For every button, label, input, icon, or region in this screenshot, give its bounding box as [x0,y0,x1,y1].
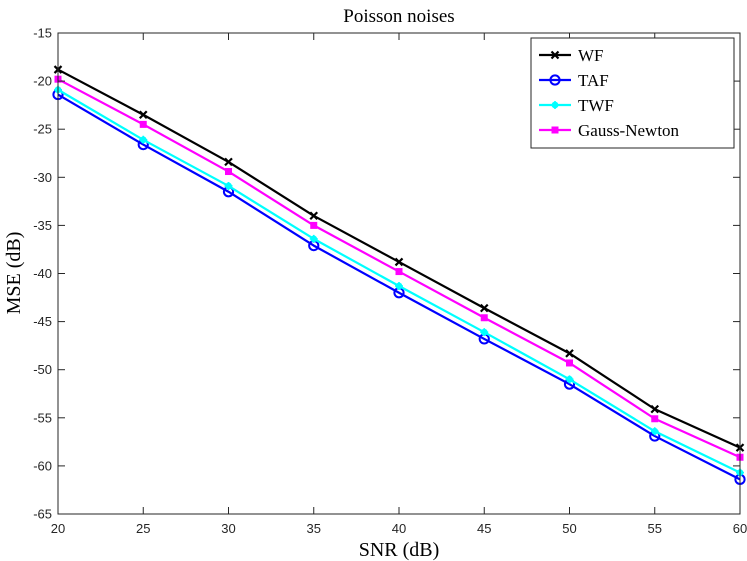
legend-label-gauss-newton: Gauss-Newton [578,121,680,140]
data-point-wf-40 [394,257,404,267]
data-point-gauss-newton-25 [139,120,147,128]
legend-marker-taf-glyph [549,74,561,86]
data-point-gauss-newton-50-glyph [566,359,573,367]
y-tick-label--65: -65 [33,507,52,522]
data-point-wf-45 [479,303,489,313]
legend-marker-taf [549,74,561,86]
x-tick-label-40: 40 [392,521,406,536]
legend-marker-wf-glyph [550,50,560,60]
data-point-wf-25 [138,110,148,120]
data-point-wf-45-glyph [479,303,489,313]
data-point-gauss-newton-40-glyph [395,268,403,276]
y-tick-label--40: -40 [33,266,52,281]
legend-label-taf: TAF [578,71,609,90]
data-point-twf-45-glyph-cross [480,328,489,337]
legend: WF TAF TWF Gauss-Newton [530,37,735,149]
data-point-wf-55-glyph [650,404,660,414]
data-point-twf-40-glyph-cross [395,282,403,291]
y-tick-label--20: -20 [33,74,52,89]
data-point-twf-50-glyph-cross [565,375,574,384]
data-point-wf-55 [650,404,660,414]
y-axis-title: MSE (dB) [3,232,25,315]
x-tick-label-60: 60 [733,521,747,536]
x-tick-label-45: 45 [477,521,491,536]
data-point-gauss-newton-30-glyph [225,168,232,176]
data-point-wf-30-glyph [224,157,233,167]
axes-layer: 20 25 30 35 40 45 50 55 60 -15 -20 -25 -30 -35 -40 -45 -… [33,26,747,537]
y-tick-label--45: -45 [33,314,52,329]
x-tick-label-55: 55 [648,521,662,536]
legend-marker-gauss-newton [551,126,559,134]
data-point-wf-35 [309,211,319,221]
data-point-twf-25 [139,135,148,144]
data-point-gauss-newton-35 [310,221,318,229]
data-point-gauss-newton-40 [395,268,403,276]
data-point-gauss-newton-25-glyph [139,120,147,128]
data-point-gauss-newton-45-glyph [480,314,488,322]
y-tick-label--30: -30 [33,170,52,185]
data-point-twf-55-glyph-cross [650,427,659,436]
data-point-gauss-newton-50 [566,359,573,367]
x-tick-label-30: 30 [221,521,235,536]
data-point-wf-25-glyph [138,110,148,120]
y-tick-label--35: -35 [33,218,52,233]
legend-marker-gauss-newton-glyph [551,126,559,134]
legend-label-wf: WF [578,46,604,65]
data-point-twf-30-glyph-cross [224,181,233,190]
y-tick-label--15: -15 [33,26,52,41]
data-point-wf-50-glyph [565,349,574,358]
data-point-wf-50 [565,349,574,358]
data-point-gauss-newton-45 [480,314,488,322]
data-point-twf-40 [395,282,403,291]
data-point-wf-30 [224,157,233,167]
data-point-twf-25-glyph-cross [139,135,148,144]
data-point-twf-35 [309,234,318,243]
data-point-twf-50 [565,375,574,384]
data-point-wf-40-glyph [394,257,404,267]
data-point-gauss-newton-55 [651,415,659,423]
y-tick-label--50: -50 [33,362,52,377]
data-point-twf-55 [650,427,659,436]
legend-label-twf: TWF [578,96,614,115]
data-point-twf-35-glyph-cross [309,234,318,243]
x-axis-title: SNR (dB) [359,539,440,561]
x-tick-label-50: 50 [562,521,576,536]
data-point-gauss-newton-35-glyph [310,221,318,229]
x-tick-label-20: 20 [51,521,65,536]
chart-title: Poisson noises [343,6,454,27]
x-tick-label-35: 35 [307,521,321,536]
series-layer [52,65,746,485]
data-point-gauss-newton-55-glyph [651,415,659,423]
data-point-twf-45 [480,328,489,337]
legend-marker-wf [550,50,560,60]
legend-marker-twf-glyph-cross [551,101,559,109]
data-point-gauss-newton-30 [225,168,232,176]
legend-marker-twf [551,101,559,109]
y-tick-label--25: -25 [33,122,52,137]
data-point-twf-30 [224,181,233,190]
y-tick-label--55: -55 [33,410,52,425]
series-line-taf [57,93,741,481]
y-tick-label--60: -60 [33,458,52,473]
x-tick-label-25: 25 [136,521,150,536]
data-point-wf-35-glyph [309,211,319,221]
